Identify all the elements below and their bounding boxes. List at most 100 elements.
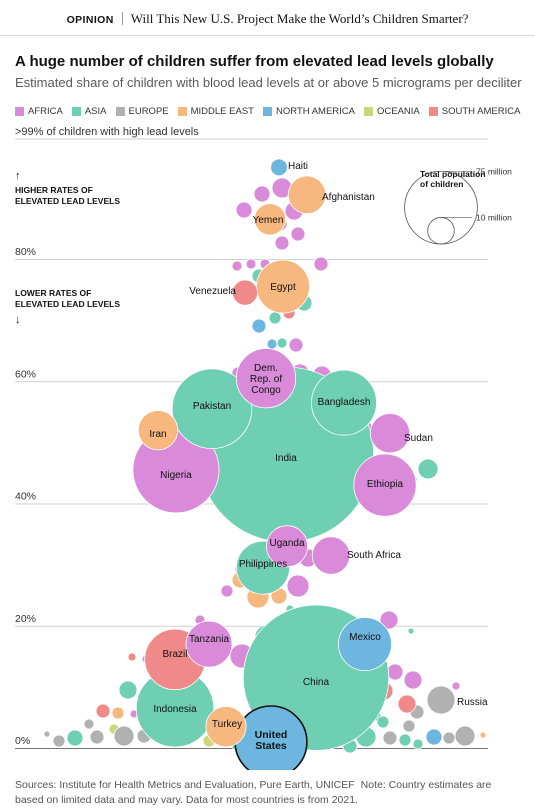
y-tick-label: 0%	[15, 735, 30, 747]
country-bubble[interactable]	[251, 318, 267, 334]
legend-item-north-america: NORTH AMERICA	[262, 106, 355, 117]
country-bubble[interactable]	[426, 685, 456, 715]
country-bubble[interactable]	[245, 258, 257, 270]
country-bubble-afghanistan[interactable]	[287, 175, 327, 215]
country-bubble[interactable]	[253, 185, 271, 203]
country-bubble-venezuela[interactable]	[231, 279, 258, 306]
size-legend-small-label: 10 million	[476, 212, 512, 222]
country-label: Mexico	[349, 632, 381, 643]
country-bubble[interactable]	[382, 730, 398, 746]
country-bubble[interactable]	[398, 733, 412, 747]
country-bubble[interactable]	[274, 235, 290, 251]
higher-rates-label: HIGHER RATES OF	[15, 185, 93, 195]
country-bubble[interactable]	[379, 610, 399, 630]
country-bubble-uganda[interactable]	[266, 525, 308, 568]
legend-item-middle-east: MIDDLE EAST	[177, 106, 254, 117]
section-label[interactable]: OPINION	[66, 14, 114, 26]
country-bubble[interactable]	[118, 680, 138, 700]
country-bubble[interactable]	[402, 719, 416, 733]
country-bubble[interactable]	[266, 338, 278, 350]
country-bubble[interactable]	[113, 725, 135, 747]
country-label: Haiti	[288, 161, 308, 172]
chart-title: A huge number of children suffer from el…	[15, 53, 494, 70]
country-bubble[interactable]	[397, 694, 417, 714]
country-label: Pakistan	[193, 401, 231, 412]
legend-label: MIDDLE EAST	[190, 106, 254, 117]
country-bubble-yemen[interactable]	[253, 203, 287, 236]
country-bubble[interactable]	[286, 574, 310, 598]
country-bubble[interactable]	[95, 703, 111, 719]
country-label: Yemen	[253, 215, 284, 226]
legend-label: SOUTH AMERICA	[441, 106, 521, 117]
labeled-country-bubbles	[132, 158, 417, 770]
country-bubble[interactable]	[454, 725, 476, 747]
country-bubble-mexico[interactable]	[338, 617, 392, 672]
country-bubble[interactable]	[376, 715, 390, 729]
country-bubble[interactable]	[313, 256, 329, 272]
size-legend-small-circle	[427, 217, 455, 245]
country-bubble[interactable]	[220, 584, 234, 598]
note-text: Note: Country estimates are based on lim…	[15, 779, 492, 806]
country-label: Afghanistan	[322, 192, 375, 203]
country-bubble-iran[interactable]	[137, 410, 179, 451]
country-bubble[interactable]	[412, 738, 424, 750]
country-bubble[interactable]	[235, 201, 253, 219]
country-bubble[interactable]	[66, 729, 84, 747]
legend-swatch	[115, 107, 125, 116]
country-label: Philippines	[239, 559, 287, 570]
country-bubble-tanzania[interactable]	[185, 620, 233, 668]
y-tick-label: 20%	[15, 613, 36, 625]
country-bubble[interactable]	[43, 730, 51, 738]
country-bubble-haiti[interactable]	[270, 158, 288, 177]
country-label: Dem. Rep. of Congo	[250, 363, 282, 396]
country-bubble-bangladesh[interactable]	[311, 369, 377, 436]
country-label: Russia	[457, 697, 488, 708]
country-label: South Africa	[347, 550, 401, 561]
legend-item-oceania: OCEANIA	[364, 106, 420, 117]
legend-label: NORTH AMERICA	[275, 106, 355, 117]
country-bubble[interactable]	[417, 458, 439, 480]
country-label: China	[303, 677, 330, 688]
country-bubble[interactable]	[111, 706, 125, 720]
country-bubble[interactable]	[407, 627, 415, 635]
country-bubble[interactable]	[386, 663, 404, 681]
chart-subtitle: Estimated share of children with blood l…	[15, 75, 522, 90]
country-bubble-sudan[interactable]	[369, 413, 411, 454]
legend-swatch	[15, 107, 24, 116]
legend-item-asia: ASIA	[71, 106, 107, 117]
legend-swatch	[364, 107, 373, 116]
country-bubble[interactable]	[479, 731, 487, 739]
country-bubble[interactable]	[290, 226, 306, 242]
y-tick-label: 80%	[15, 246, 36, 258]
country-label: Egypt	[270, 282, 296, 293]
legend-label: EUROPE	[128, 106, 169, 117]
legend-item-south-america: SOUTH AMERICA	[428, 106, 521, 117]
legend-item-africa: AFRICA	[15, 106, 63, 117]
country-bubble[interactable]	[231, 260, 243, 272]
country-bubble-south-africa[interactable]	[311, 536, 351, 575]
country-bubble[interactable]	[425, 728, 443, 746]
down-arrow-icon: ↓	[15, 314, 21, 326]
chart-footer: Sources: Institute for Health Metrics an…	[15, 778, 520, 808]
country-label: Brazil	[162, 649, 187, 660]
size-legend-title: Total population	[420, 169, 485, 179]
legend-label: AFRICA	[28, 106, 63, 117]
country-bubble-ethiopia[interactable]	[353, 453, 417, 517]
country-bubble[interactable]	[451, 681, 461, 691]
country-bubble-turkey[interactable]	[205, 706, 247, 748]
country-bubble-dem-rep-of-congo[interactable]	[235, 348, 297, 409]
country-bubble[interactable]	[288, 337, 304, 353]
country-bubble[interactable]	[268, 311, 282, 325]
country-label: Bangladesh	[318, 397, 371, 408]
country-bubble[interactable]	[127, 652, 137, 662]
article-headline[interactable]: Will This New U.S. Project Make the Worl…	[130, 11, 469, 26]
country-bubble-pakistan[interactable]	[171, 368, 253, 450]
country-bubble[interactable]	[403, 670, 423, 690]
country-bubble[interactable]	[276, 337, 288, 349]
header-divider	[121, 12, 123, 25]
legend-label: ASIA	[84, 106, 107, 117]
country-bubble[interactable]	[442, 731, 456, 745]
country-bubble[interactable]	[83, 718, 95, 730]
country-bubble[interactable]	[52, 734, 66, 748]
country-bubble[interactable]	[89, 729, 105, 745]
